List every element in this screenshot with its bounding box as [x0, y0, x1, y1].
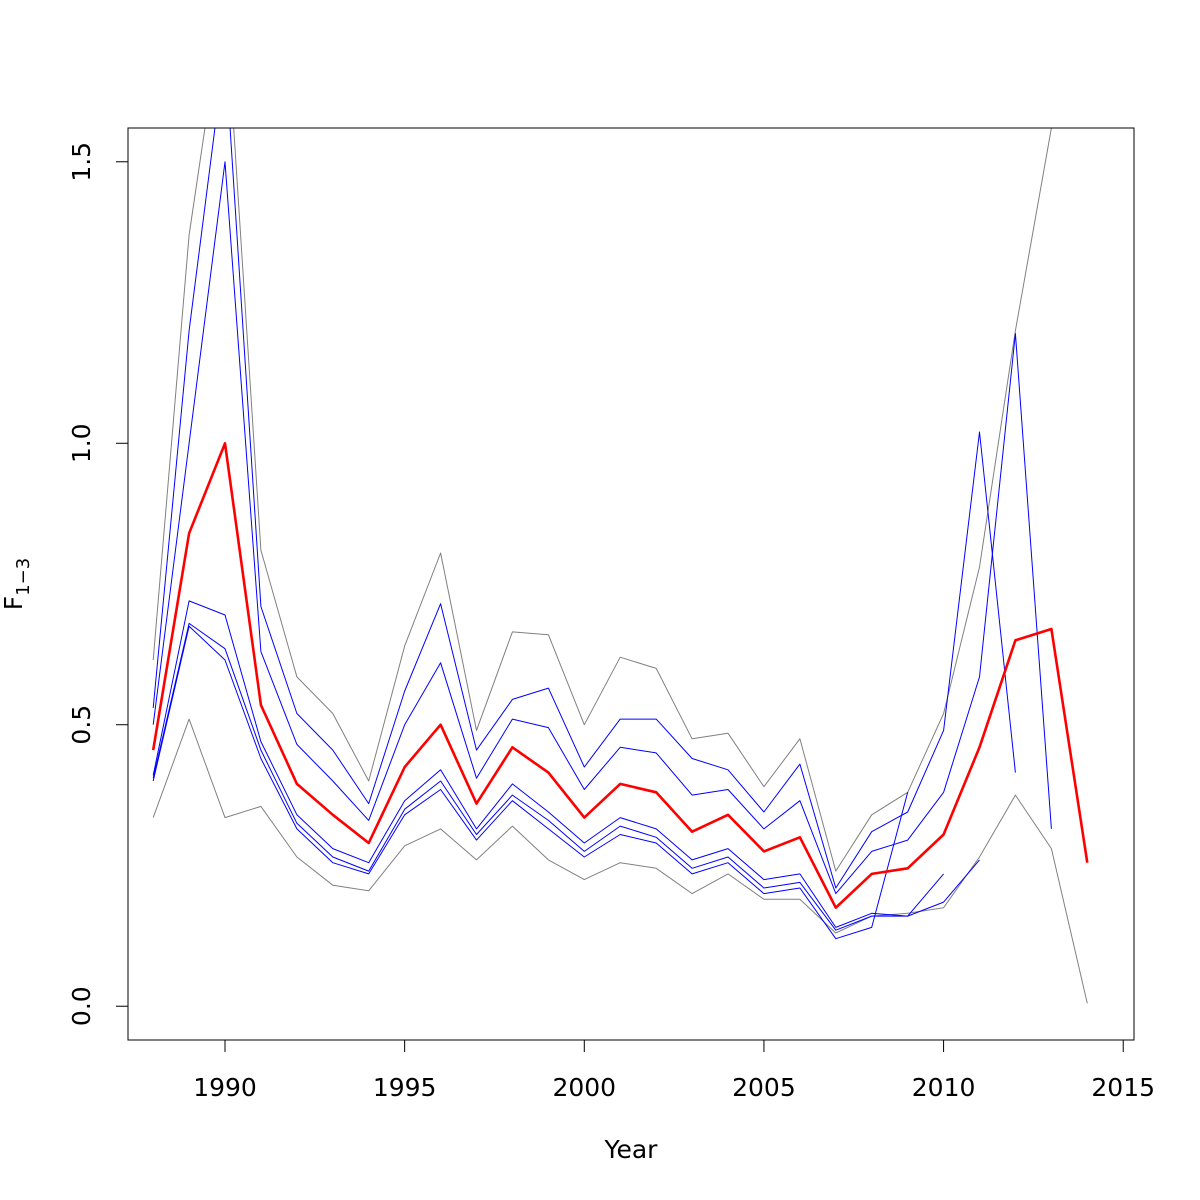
- x-tick-label: 1995: [373, 1073, 437, 1102]
- y-tick-label: 0.0: [67, 986, 96, 1026]
- plot-frame: [127, 127, 1135, 1041]
- retrospective-line-6: [152, 622, 944, 931]
- estimate-line-8: [151, 442, 1089, 909]
- y-axis-label-main: F: [0, 596, 28, 610]
- y-axis-label: F1−3: [0, 558, 34, 610]
- x-axis-label: Year: [604, 1135, 659, 1164]
- x-tick-label: 2010: [912, 1073, 976, 1102]
- y-tick-label: 1.0: [67, 423, 96, 463]
- y-tick-label: 1.5: [67, 142, 96, 182]
- x-tick-label: 2005: [732, 1073, 796, 1102]
- interval-line-2: [152, 718, 1088, 1004]
- interval-line-1: [152, 128, 1052, 872]
- retrospective-line-5: [152, 600, 980, 928]
- retrospective-line-4: [152, 161, 1052, 895]
- y-tick-label: 0.5: [67, 705, 96, 745]
- y-axis-label-subscript: 1−3: [13, 558, 34, 596]
- y-axis: 0.0 0.5 1.0 1.5: [67, 142, 129, 1026]
- retrospective-line-3: [152, 128, 1016, 889]
- x-tick-label: 2000: [552, 1073, 616, 1102]
- x-tick-label: 1990: [193, 1073, 257, 1102]
- retrospective-line-7: [152, 625, 909, 940]
- x-tick-label: 2015: [1091, 1073, 1155, 1102]
- x-axis: 1990 1995 2000 2005 2010 2015: [193, 1039, 1155, 1102]
- series-layer: [151, 128, 1089, 1004]
